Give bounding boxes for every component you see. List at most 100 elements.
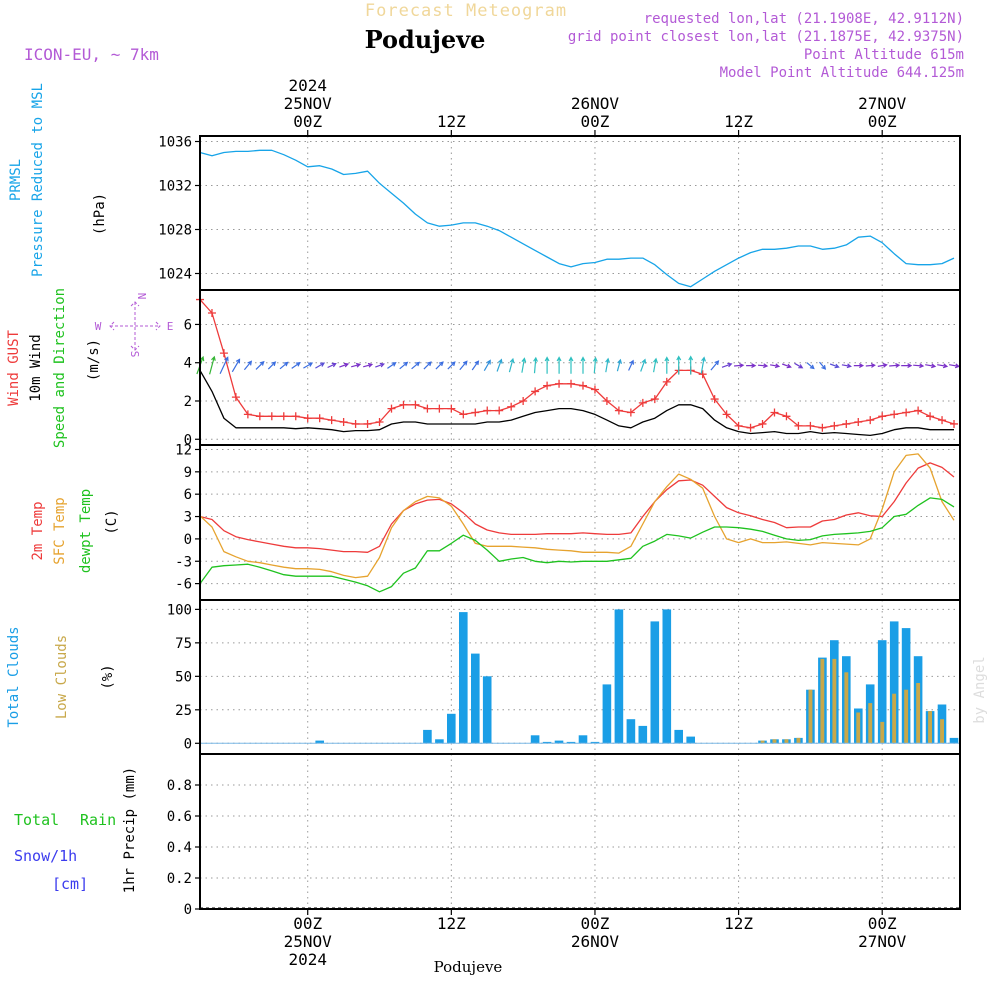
y-tick-label: 100	[167, 602, 192, 618]
y-tick-label: 1032	[158, 179, 192, 195]
gust-marker	[567, 379, 576, 388]
gust-marker	[231, 393, 240, 402]
total-cloud-bar	[686, 736, 695, 744]
wind-direction-arrow	[496, 358, 503, 372]
wind-direction-arrow	[616, 358, 622, 372]
wind-direction-arrow	[255, 360, 265, 370]
panel-label: Low Clouds	[54, 635, 70, 719]
low-cloud-bar	[880, 721, 885, 744]
wind-direction-arrow	[533, 356, 538, 374]
requested-coords: requested lon,lat (21.1908E, 42.9112N)	[644, 11, 964, 27]
gust-marker	[818, 423, 827, 432]
gust-marker	[950, 419, 959, 428]
total-cloud-bar	[482, 676, 492, 744]
panel-wind: 0 2 4 6 Wind GUST 10m Wind Speed and Direction…	[6, 288, 961, 448]
total-cloud-bar	[626, 719, 636, 744]
wind-direction-arrow	[700, 356, 706, 374]
wind-direction-arrow	[459, 360, 468, 371]
model-altitude: Model Point Altitude 644.125m	[720, 65, 964, 81]
top-time-label: 00Z	[581, 112, 610, 131]
wind-direction-arrow	[315, 362, 326, 369]
wind-direction-arrow	[556, 356, 562, 374]
gust-marker	[638, 398, 647, 407]
compass-n: N	[135, 293, 148, 300]
wind-direction-arrow	[363, 362, 374, 368]
gust-marker	[794, 421, 803, 430]
wind-direction-arrow	[948, 363, 961, 369]
wind-direction-arrow	[605, 357, 610, 373]
y-tick-label: 1028	[158, 223, 192, 239]
total-cloud-bar	[542, 741, 552, 744]
wind-direction-arrow	[483, 359, 491, 372]
gust-marker	[806, 421, 815, 430]
total-cloud-bar	[877, 640, 887, 744]
wind-direction-arrow	[734, 363, 745, 368]
low-cloud-bar	[892, 693, 897, 744]
gust-marker	[890, 410, 899, 419]
wind-direction-arrow	[937, 363, 949, 369]
top-time-label: 00Z	[868, 112, 897, 131]
top-time-label: 26NOV	[571, 94, 620, 113]
gust-marker	[363, 419, 372, 428]
bottom-time-label: 25NOV	[284, 932, 333, 951]
bottom-time-label: 12Z	[437, 914, 466, 933]
gust-marker	[758, 419, 767, 428]
panel-label: (%)	[100, 664, 116, 689]
total-cloud-bar	[566, 741, 576, 744]
low-cloud-bar	[760, 740, 765, 744]
y-tick-label: 0.2	[167, 871, 192, 887]
point-altitude: Point Altitude 615m	[804, 47, 964, 63]
bottom-time-label: 00Z	[581, 914, 610, 933]
gust-marker	[770, 408, 779, 417]
wind-direction-arrow	[889, 363, 901, 368]
gust-marker	[650, 395, 659, 404]
gust-marker	[507, 402, 516, 411]
wind-direction-arrow	[640, 358, 647, 372]
panel-label: SFC Temp	[52, 497, 68, 564]
wind-direction-arrow	[806, 362, 815, 370]
gust-marker	[219, 349, 228, 358]
wind-direction-arrow	[901, 363, 913, 369]
y-tick-label: 3	[184, 510, 192, 526]
top-time-label: 27NOV	[858, 94, 907, 113]
y-tick-label: 6	[184, 487, 192, 503]
total-cloud-bar	[530, 735, 540, 744]
wind-direction-arrow	[447, 361, 456, 370]
y-tick-label: 75	[175, 636, 192, 652]
wind-direction-arrow	[267, 361, 277, 370]
gust-marker	[926, 412, 935, 421]
low-cloud-bar	[916, 683, 921, 744]
low-cloud-bar	[820, 658, 825, 744]
series-line-dewpt-temp	[199, 497, 955, 593]
gust-marker	[411, 400, 420, 409]
gust-marker	[878, 412, 887, 421]
panel-label: (hPa)	[92, 193, 108, 235]
gust-marker	[519, 396, 528, 405]
gust-marker	[207, 308, 216, 317]
low-cloud-bar	[940, 719, 944, 744]
wind-direction-arrow	[781, 363, 792, 369]
wind-direction-arrow	[375, 362, 385, 368]
wind-direction-arrow	[387, 361, 397, 369]
credit-watermark: by Angel	[972, 656, 988, 723]
y-tick-label: -6	[175, 577, 192, 593]
total-cloud-bar	[471, 653, 480, 744]
y-tick-label: 0	[184, 902, 192, 918]
series-line-2m-temp	[199, 462, 955, 553]
wind-direction-arrow	[399, 361, 409, 370]
total-cloud-bar	[901, 628, 911, 744]
gust-marker	[267, 412, 276, 421]
gust-marker	[351, 419, 360, 428]
low-cloud-bar	[772, 739, 777, 744]
compass-rose: N S W E	[95, 293, 174, 358]
gust-marker	[327, 416, 336, 425]
gust-marker	[255, 412, 264, 421]
panel-label: Total	[14, 811, 59, 829]
compass-arrows	[109, 301, 161, 351]
gust-marker	[854, 418, 863, 427]
low-cloud-bar	[832, 658, 837, 744]
top-time-label: 2024	[288, 76, 327, 95]
panel-label: [cm]	[52, 875, 88, 893]
total-cloud-bar	[447, 713, 456, 744]
panel-label: Rain	[80, 811, 116, 829]
